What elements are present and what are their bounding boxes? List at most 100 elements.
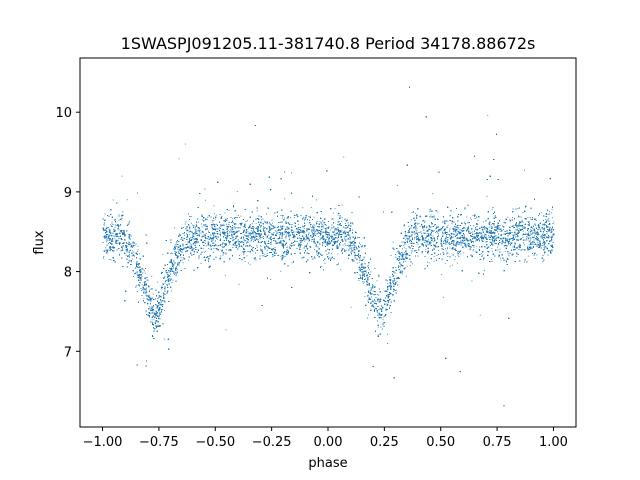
data-point <box>395 278 397 280</box>
data-point <box>311 230 312 232</box>
data-point <box>242 246 244 248</box>
data-point <box>414 236 416 238</box>
data-point <box>508 238 510 240</box>
data-point <box>535 233 536 234</box>
data-point <box>259 234 261 236</box>
data-point <box>232 225 233 226</box>
data-point <box>433 255 435 257</box>
data-point <box>347 234 349 235</box>
data-point <box>307 242 308 244</box>
data-point <box>379 317 381 319</box>
data-point <box>372 286 373 287</box>
data-point <box>266 243 268 245</box>
data-point <box>176 256 178 258</box>
data-point <box>406 252 407 254</box>
data-point <box>193 233 195 235</box>
data-point <box>502 240 504 242</box>
data-point <box>472 231 474 233</box>
data-point <box>299 233 300 235</box>
data-point <box>222 229 224 231</box>
data-point <box>130 235 132 237</box>
data-point <box>285 229 287 231</box>
data-point <box>315 245 317 246</box>
data-point <box>549 229 551 230</box>
data-point <box>341 221 343 222</box>
data-point <box>345 223 346 224</box>
data-point <box>133 255 134 257</box>
data-point <box>334 238 335 240</box>
data-point <box>444 263 446 265</box>
data-point <box>540 245 542 247</box>
data-point <box>270 279 272 280</box>
data-point <box>415 229 417 231</box>
data-point <box>465 237 467 239</box>
data-point <box>544 222 546 223</box>
data-point <box>304 231 306 233</box>
data-point <box>142 272 144 274</box>
data-point <box>150 300 152 302</box>
data-point <box>219 226 220 228</box>
data-point <box>538 215 539 217</box>
data-point <box>342 244 344 246</box>
data-point <box>110 224 112 226</box>
data-point <box>214 218 216 220</box>
data-point <box>509 218 511 220</box>
data-point <box>108 228 110 230</box>
data-point <box>363 281 365 283</box>
data-point <box>427 229 429 230</box>
data-point <box>186 233 187 235</box>
data-point <box>470 232 472 233</box>
data-point <box>404 253 406 255</box>
data-point <box>340 233 342 235</box>
data-point <box>222 247 224 248</box>
data-point <box>224 234 226 236</box>
data-point <box>137 250 138 252</box>
data-point <box>451 223 453 225</box>
data-point <box>499 230 501 232</box>
data-point <box>519 243 520 245</box>
data-point <box>319 238 321 240</box>
data-point <box>538 234 540 235</box>
data-point <box>503 228 504 230</box>
data-point <box>173 274 175 275</box>
data-point <box>445 220 447 222</box>
data-point <box>437 219 439 221</box>
data-point <box>402 248 403 250</box>
data-point <box>529 249 530 250</box>
data-point <box>139 282 140 283</box>
data-point <box>200 262 202 264</box>
data-point <box>290 248 291 250</box>
data-point <box>216 238 218 239</box>
data-point <box>551 228 553 229</box>
data-point <box>373 306 375 308</box>
data-point <box>506 239 508 241</box>
data-point <box>390 287 391 289</box>
data-point <box>403 247 405 249</box>
data-point <box>363 273 365 274</box>
data-point <box>264 227 265 229</box>
data-point <box>367 291 369 293</box>
data-point <box>280 241 282 243</box>
data-point <box>360 276 362 278</box>
data-point <box>531 233 533 235</box>
data-point <box>241 233 243 234</box>
data-point <box>154 315 156 317</box>
data-point <box>438 250 439 251</box>
data-point <box>333 244 335 245</box>
data-point <box>364 292 366 293</box>
data-point <box>542 238 544 240</box>
data-point <box>519 246 521 248</box>
data-point <box>551 235 553 237</box>
data-point <box>470 219 472 221</box>
data-point <box>497 246 499 248</box>
data-point <box>148 285 150 287</box>
data-point <box>177 256 179 258</box>
data-point <box>305 234 307 236</box>
data-point <box>344 236 346 238</box>
data-point <box>108 243 109 244</box>
data-point <box>484 227 485 229</box>
data-point <box>205 245 207 247</box>
data-point <box>174 262 176 264</box>
data-point <box>375 300 376 302</box>
data-point <box>342 249 343 251</box>
